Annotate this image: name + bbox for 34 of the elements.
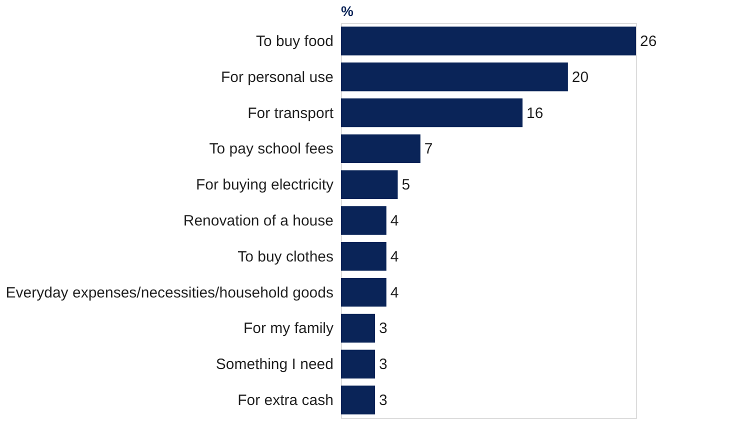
bar bbox=[341, 242, 386, 271]
data-label: 4 bbox=[390, 284, 399, 302]
bar bbox=[341, 134, 420, 164]
bar bbox=[341, 278, 386, 307]
bar bbox=[341, 62, 568, 92]
data-label: 16 bbox=[526, 104, 544, 122]
bar bbox=[341, 98, 523, 128]
data-label: 3 bbox=[379, 356, 388, 374]
data-label: 7 bbox=[424, 140, 433, 158]
data-label: 3 bbox=[379, 392, 388, 410]
bar bbox=[341, 26, 636, 56]
bar bbox=[341, 350, 376, 378]
bar bbox=[341, 206, 386, 235]
y-tick-label: Something I need bbox=[216, 356, 334, 374]
bar bbox=[341, 314, 376, 343]
y-tick-label: To pay school fees bbox=[209, 140, 334, 158]
y-tick-label: For my family bbox=[244, 320, 334, 338]
y-tick-label: Everyday expenses/necessities/household goods bbox=[6, 284, 334, 302]
y-tick-label: For extra cash bbox=[238, 392, 334, 410]
data-label: 3 bbox=[379, 320, 388, 338]
data-label: 20 bbox=[572, 68, 589, 86]
data-label: 4 bbox=[390, 212, 399, 230]
bar bbox=[341, 386, 376, 414]
chart-title: % bbox=[341, 3, 354, 19]
data-label: 4 bbox=[390, 248, 399, 266]
y-tick-label: To buy food bbox=[256, 32, 334, 50]
y-tick-label: To buy clothes bbox=[238, 248, 334, 266]
y-tick-label: For transport bbox=[248, 104, 334, 122]
y-tick-label: For buying electricity bbox=[196, 176, 334, 194]
data-label: 5 bbox=[402, 176, 410, 194]
y-tick-label: Renovation of a house bbox=[183, 212, 334, 230]
bar bbox=[341, 170, 398, 199]
data-label: 26 bbox=[640, 32, 657, 50]
y-tick-label: For personal use bbox=[220, 68, 334, 86]
